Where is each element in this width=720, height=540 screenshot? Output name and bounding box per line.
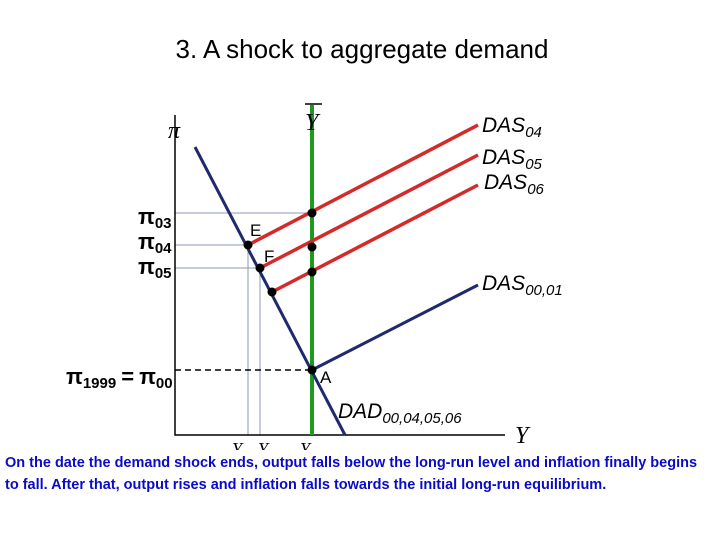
das-label: DAS04 xyxy=(482,114,542,141)
dad-label: DAD00,04,05,06 xyxy=(338,400,462,427)
das-label: DAS06 xyxy=(484,171,545,198)
das04-line xyxy=(247,123,479,247)
point-label: F xyxy=(264,247,274,266)
output-label: Y05 xyxy=(258,439,282,450)
pi-label: π04 xyxy=(138,229,172,257)
output-label: Y00 xyxy=(300,439,324,450)
das06-line xyxy=(271,183,479,294)
output-label: Y04 xyxy=(232,439,256,450)
das05-line xyxy=(259,153,479,270)
caption: On the date the demand shock ends, outpu… xyxy=(5,455,698,493)
title: 3. A shock to aggregate demand xyxy=(176,34,549,64)
das-label: DAS05 xyxy=(482,146,543,173)
point-label: E xyxy=(250,221,261,240)
guides xyxy=(175,212,312,435)
das00-line xyxy=(311,283,479,372)
point-label: A xyxy=(320,368,332,387)
pi-label: π05 xyxy=(138,254,172,282)
das-label: DAS00,01 xyxy=(482,272,563,299)
pi-label: π03 xyxy=(138,204,172,232)
points xyxy=(243,208,317,375)
x-axis-label: Y xyxy=(515,423,531,449)
y-axis-label: π xyxy=(168,118,181,144)
diagram: 3. A shock to aggregate demand π Y Y π03… xyxy=(66,34,563,462)
axes xyxy=(174,115,505,436)
potential-output-label: Y xyxy=(305,110,321,136)
initial-inflation-label: π1999 = π00 xyxy=(66,364,173,392)
